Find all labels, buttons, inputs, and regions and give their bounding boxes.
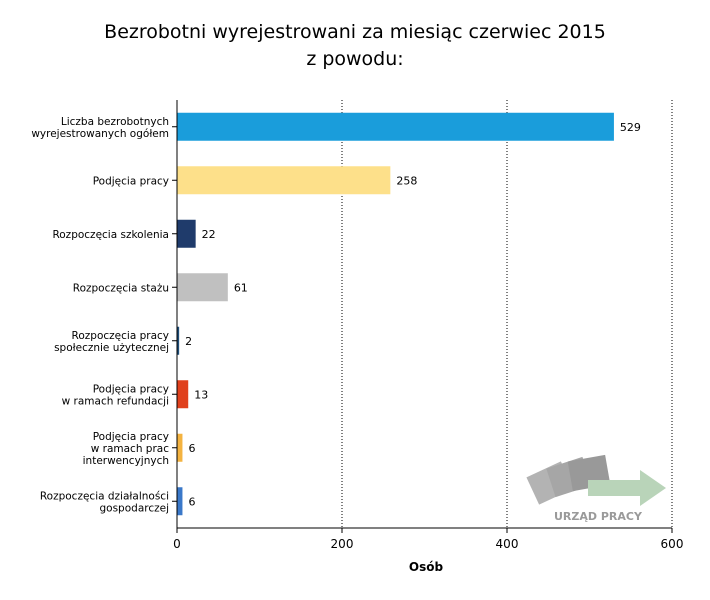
category-label: w ramach refundacji [62, 395, 169, 407]
category-label: Podjęcia pracy [93, 175, 169, 187]
category-label: Rozpoczęcia stażu [73, 282, 169, 294]
bar [177, 273, 228, 302]
x-tick-label: 400 [496, 537, 519, 551]
category-label: wyrejestrowanych ogółem [31, 128, 169, 140]
logo-arrow [588, 470, 666, 506]
bars [177, 112, 614, 516]
category-label: społecznie użytecznej [54, 342, 169, 354]
chart-title-line: Bezrobotni wyrejestrowani za miesiąc cze… [104, 21, 606, 43]
category-label: interwencyjnych [83, 455, 169, 467]
data-label: 6 [188, 495, 195, 508]
data-label: 529 [620, 121, 641, 134]
urzad-pracy-logo: URZĄD PRACY [526, 454, 666, 523]
chart-title: Bezrobotni wyrejestrowani za miesiąc cze… [104, 21, 606, 70]
data-label: 6 [188, 442, 195, 455]
x-ticks: 0 200 400 600 [173, 528, 683, 551]
value-labels: 529 258 22 61 2 13 6 6 [185, 121, 641, 509]
bar [177, 433, 183, 462]
data-label: 258 [396, 174, 417, 187]
bar [177, 112, 614, 141]
category-label: Rozpoczęcia działalności [40, 490, 169, 502]
category-label: w ramach prac [91, 443, 170, 455]
data-label: 61 [234, 281, 248, 294]
x-axis-title: Osób [409, 560, 444, 574]
grid-lines [341, 100, 673, 528]
x-tick-label: 200 [331, 537, 354, 551]
category-label: Liczba bezrobotnych [61, 116, 169, 128]
bar [177, 380, 189, 409]
category-label: Podjęcia pracy [93, 383, 169, 395]
chart-title-line: z powodu: [306, 48, 403, 70]
category-label: Podjęcia pracy [93, 431, 169, 443]
category-label: Rozpoczęcia pracy [72, 330, 169, 342]
axes [172, 100, 672, 529]
bar [177, 219, 196, 248]
x-tick-label: 0 [173, 537, 181, 551]
logo-text: URZĄD PRACY [554, 510, 643, 523]
data-label: 13 [194, 388, 208, 401]
x-tick-label: 600 [661, 537, 684, 551]
category-label: gospodarczej [100, 502, 170, 514]
data-label: 22 [202, 228, 216, 241]
bar [177, 166, 391, 195]
data-label: 2 [185, 335, 192, 348]
bar [177, 487, 183, 516]
category-label: Rozpoczęcia szkolenia [52, 229, 169, 241]
bar [177, 326, 180, 355]
